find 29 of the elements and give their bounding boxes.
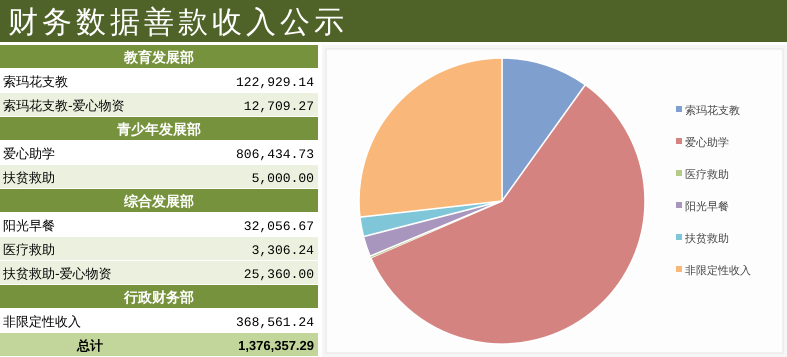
text: 25,360.00 bbox=[244, 267, 314, 282]
text: 32,056.67 bbox=[244, 219, 314, 234]
legend-label: 爱心助学 bbox=[685, 136, 729, 149]
category-label: 青少年发展部 bbox=[116, 121, 201, 138]
category-label: 综合发展部 bbox=[123, 193, 194, 210]
text: 5,000.00 bbox=[252, 171, 314, 186]
category-label: 行政财务部 bbox=[123, 289, 194, 306]
category-label: 医疗救助 bbox=[3, 243, 55, 258]
category-label: 非限定性收入 bbox=[3, 315, 81, 330]
category-label: 阳光早餐 bbox=[3, 219, 55, 234]
text: 1,376,357.29 bbox=[238, 338, 314, 353]
legend-label: 扶贫救助 bbox=[684, 232, 729, 245]
legend-label: 非限定性收入 bbox=[685, 264, 751, 277]
text: 368,561.24 bbox=[236, 315, 314, 330]
category-label: 扶贫救助 bbox=[2, 171, 55, 186]
text: 806,434.73 bbox=[236, 147, 314, 162]
text: 122,929.14 bbox=[236, 75, 314, 90]
legend-label: 阳光早餐 bbox=[685, 200, 729, 213]
text: 12,709.27 bbox=[244, 99, 314, 114]
category-label: 总计 bbox=[76, 338, 103, 354]
category-label: 教育发展部 bbox=[123, 49, 194, 66]
category-label: 爱心助学 bbox=[3, 146, 55, 162]
category-label: 扶贫救助-爱心物资 bbox=[2, 266, 112, 282]
text: 财务数据善款收入公示 bbox=[8, 5, 348, 40]
category-label: 索玛花支教 bbox=[3, 75, 68, 90]
legend-label: 医疗救助 bbox=[685, 168, 729, 181]
category-label: 索玛花支教-爱心物资 bbox=[3, 98, 125, 114]
legend-label: 索玛花支教 bbox=[685, 104, 740, 117]
text: 3,306.24 bbox=[252, 243, 314, 258]
